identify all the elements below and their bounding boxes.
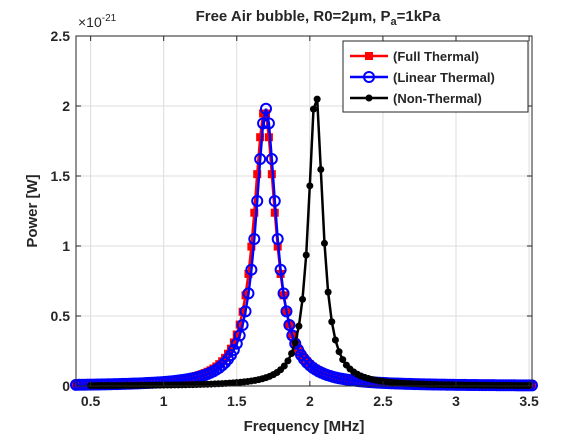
- data-point: [310, 105, 317, 113]
- data-point: [339, 356, 347, 364]
- data-point: [219, 356, 232, 369]
- data-point: [328, 318, 336, 326]
- data-point: [335, 348, 343, 356]
- legend-entry-linear-thermal: (Linear Thermal): [350, 70, 495, 85]
- data-point: [306, 182, 314, 190]
- data-point: [253, 170, 262, 179]
- data-point: [306, 361, 319, 374]
- data-point: [313, 95, 321, 103]
- data-point: [241, 291, 250, 300]
- plot-frame: [75, 35, 533, 387]
- data-point: [250, 208, 259, 217]
- legend-label-linear-thermal: (Linear Thermal): [393, 70, 495, 85]
- x-tick-label: 3: [452, 393, 460, 409]
- legend-marker-square: [365, 52, 373, 60]
- data-point: [257, 117, 270, 130]
- x-tick-label: 0.5: [81, 393, 101, 409]
- data-point: [235, 320, 244, 329]
- data-point: [245, 263, 258, 276]
- legend-entry-full-thermal: (Full Thermal): [350, 49, 479, 64]
- data-point: [280, 362, 288, 370]
- x-tick-label: 2.5: [373, 393, 393, 409]
- data-point: [232, 330, 241, 339]
- data-point: [277, 287, 290, 300]
- data-point: [283, 318, 296, 331]
- data-point: [239, 305, 252, 318]
- data-point: [302, 251, 310, 259]
- x-tick-label: 1: [160, 393, 168, 409]
- data-point: [248, 233, 261, 246]
- data-point: [331, 336, 339, 344]
- data-point: [233, 329, 246, 342]
- y-axis-ticks: 0 0.5 1 1.5 2 2.5: [51, 28, 532, 394]
- data-point: [271, 233, 284, 246]
- y-exponent-label: ×10-21: [78, 13, 117, 30]
- legend: (Full Thermal) (Linear Thermal) (Non-The…: [342, 40, 529, 113]
- data-point: [227, 343, 240, 356]
- legend-label-non-thermal: (Non-Thermal): [393, 91, 482, 106]
- x-tick-label: 2: [306, 393, 314, 409]
- y-tick-label: 2: [62, 98, 70, 114]
- data-point: [320, 239, 328, 247]
- data-point: [280, 305, 293, 318]
- data-point: [288, 350, 296, 358]
- legend-entry-non-thermal: (Non-Thermal): [350, 91, 482, 106]
- data-point: [295, 322, 303, 330]
- data-point: [274, 263, 287, 276]
- data-point: [262, 117, 275, 130]
- y-tick-label: 1.5: [51, 168, 71, 184]
- y-tick-label: 2.5: [51, 28, 71, 44]
- y-axis-label: Power [W]: [24, 174, 41, 247]
- y-tick-label: 1: [62, 238, 70, 254]
- data-point: [284, 357, 292, 365]
- x-tick-label: 1.5: [227, 393, 247, 409]
- data-point: [254, 153, 267, 166]
- data-point: [251, 194, 264, 207]
- legend-marker-circle: [363, 71, 375, 83]
- legend-marker-dot: [365, 94, 373, 102]
- data-point: [260, 102, 272, 115]
- data-point: [236, 318, 249, 331]
- data-point: [317, 165, 325, 173]
- x-tick-label: 3.5: [519, 393, 539, 409]
- data-point: [229, 338, 238, 347]
- y-tick-label: 0.5: [51, 308, 71, 324]
- data-point: [324, 288, 332, 296]
- data-point: [256, 133, 265, 142]
- legend-label-full-thermal: (Full Thermal): [393, 49, 479, 64]
- y-tick-label: 0: [62, 378, 70, 394]
- data-point: [291, 339, 299, 347]
- data-point: [242, 287, 255, 300]
- data-point: [265, 153, 278, 166]
- data-point: [299, 295, 307, 303]
- chart-title: Free Air bubble, R0=2μm, Pa=1kPa: [196, 8, 442, 28]
- data-point: [238, 307, 247, 316]
- data-point: [247, 242, 256, 251]
- x-axis-label: Frequency [MHz]: [244, 418, 365, 435]
- x-axis-ticks: 0.5 1 1.5 2 2.5 3 3.5: [81, 36, 539, 409]
- data-point: [268, 194, 281, 207]
- data-point: [226, 344, 235, 353]
